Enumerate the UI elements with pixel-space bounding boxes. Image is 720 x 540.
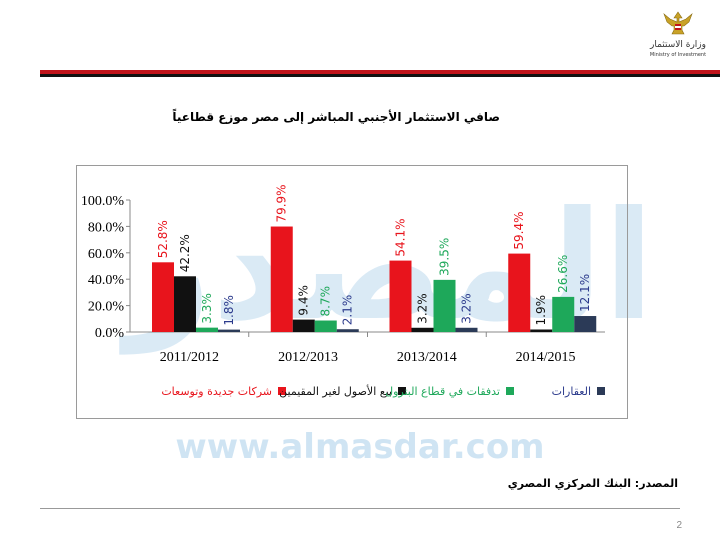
bar-data-label: 9.4% bbox=[297, 285, 311, 316]
bar bbox=[292, 319, 315, 332]
legend-label: تدفقات في قطاع البترول bbox=[385, 385, 500, 398]
bar bbox=[530, 329, 553, 332]
ministry-logo: وزارة الاستثمار Ministry of Investment bbox=[648, 10, 708, 62]
bar bbox=[314, 320, 337, 332]
x-category-label: 2012/2013 bbox=[278, 350, 338, 365]
legend-label: شركات جديدة وتوسعات bbox=[161, 385, 272, 398]
x-category-label: 2014/2015 bbox=[516, 350, 576, 365]
bar bbox=[389, 260, 412, 332]
header-band-black bbox=[40, 74, 720, 77]
slide-title: صافي الاستثمار الأجنبي المباشر إلى مصر م… bbox=[172, 110, 500, 124]
x-category-label: 2011/2012 bbox=[160, 350, 219, 365]
bar bbox=[270, 226, 293, 332]
bar-data-label: 1.9% bbox=[534, 295, 548, 326]
bar-data-label: 3.3% bbox=[200, 293, 214, 324]
y-tick-label: 80.0% bbox=[88, 220, 125, 235]
bar-data-label: 3.2% bbox=[460, 293, 474, 324]
bar-data-label: 1.8% bbox=[222, 295, 236, 326]
ministry-name-ar: وزارة الاستثمار bbox=[649, 40, 706, 50]
y-tick-label: 20.0% bbox=[88, 300, 125, 315]
y-tick-label: 100.0% bbox=[81, 194, 125, 209]
bar bbox=[455, 327, 478, 332]
legend-swatch bbox=[506, 387, 514, 395]
footer-divider bbox=[40, 508, 680, 509]
bar-data-label: 3.2% bbox=[416, 293, 430, 324]
eagle-emblem-icon bbox=[663, 11, 693, 35]
y-tick-label: 60.0% bbox=[88, 247, 125, 262]
bar-data-label: 42.2% bbox=[178, 234, 192, 272]
bar-data-label: 12.1% bbox=[578, 274, 592, 312]
page-number: 2 bbox=[676, 520, 682, 531]
bar-data-label: 59.4% bbox=[512, 211, 526, 249]
bar bbox=[336, 329, 359, 332]
bar-data-label: 54.1% bbox=[394, 218, 408, 256]
bar-data-label: 52.8% bbox=[156, 220, 170, 258]
legend-swatch bbox=[597, 387, 605, 395]
bar bbox=[552, 296, 575, 332]
header-band-red bbox=[40, 70, 720, 74]
source-note: المصدر: البنك المركزي المصري bbox=[507, 477, 678, 490]
ministry-name-en: Ministry of Investment bbox=[649, 52, 707, 58]
bar-data-label: 79.9% bbox=[275, 184, 289, 222]
legend-swatch bbox=[398, 387, 406, 395]
bar bbox=[174, 276, 196, 332]
bar-data-label: 2.1% bbox=[341, 295, 355, 326]
bar bbox=[433, 279, 456, 332]
bar bbox=[218, 329, 240, 332]
bar bbox=[411, 327, 434, 332]
chart-frame bbox=[76, 165, 628, 419]
legend-label: العقارات bbox=[552, 385, 591, 398]
bar bbox=[574, 316, 597, 332]
bar bbox=[196, 327, 218, 332]
bar-data-label: 26.6% bbox=[556, 255, 570, 293]
watermark-url: www.almasdar.com bbox=[175, 427, 544, 467]
y-tick-label: 40.0% bbox=[88, 273, 125, 288]
x-category-label: 2013/2014 bbox=[397, 350, 457, 365]
bar bbox=[508, 253, 531, 332]
legend-label: بيع الأصول لغير المقيمين bbox=[279, 384, 392, 398]
bar-data-label: 8.7% bbox=[319, 286, 333, 317]
y-tick-label: 0.0% bbox=[95, 326, 125, 341]
bar-data-label: 39.5% bbox=[438, 238, 452, 276]
bar bbox=[152, 262, 174, 332]
legend-swatch bbox=[278, 387, 286, 395]
